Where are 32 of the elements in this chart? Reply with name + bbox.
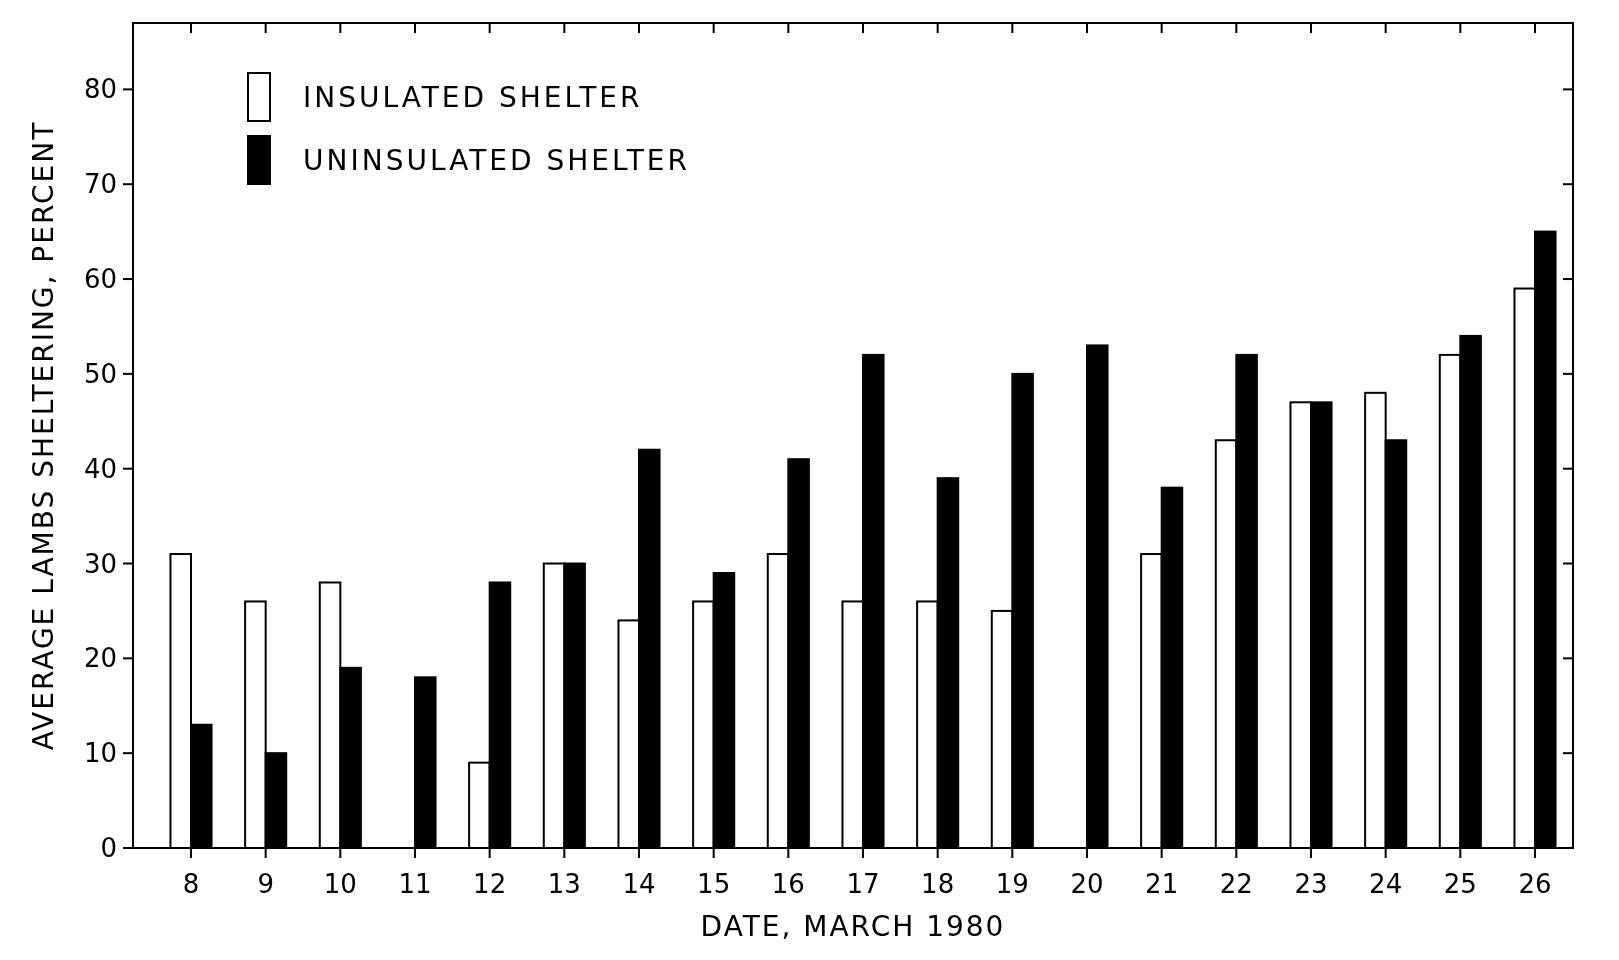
x-tick-label: 25 bbox=[1443, 869, 1477, 899]
legend-label: UNINSULATED SHELTER bbox=[303, 143, 690, 177]
x-tick-label: 17 bbox=[846, 869, 880, 899]
y-tick-label: 0 bbox=[100, 833, 117, 864]
y-tick-label: 20 bbox=[83, 643, 117, 674]
y-tick-label: 70 bbox=[83, 169, 117, 200]
x-tick-label: 9 bbox=[257, 869, 274, 899]
x-tick-label: 8 bbox=[182, 869, 200, 899]
y-tick-label: 40 bbox=[83, 453, 117, 484]
x-tick-label: 20 bbox=[1070, 869, 1104, 899]
x-tick-label: 10 bbox=[323, 869, 357, 899]
x-tick-label: 13 bbox=[547, 869, 581, 899]
y-tick-label: 80 bbox=[83, 74, 117, 105]
x-tick-label: 12 bbox=[473, 869, 507, 899]
x-tick-label: 22 bbox=[1219, 869, 1253, 899]
legend-label: INSULATED SHELTER bbox=[303, 80, 643, 114]
x-tick-label: 14 bbox=[622, 869, 656, 899]
x-axis-title: DATE, MARCH 1980 bbox=[700, 910, 1006, 943]
y-tick-label: 50 bbox=[83, 358, 117, 389]
y-tick-label: 60 bbox=[83, 264, 117, 295]
x-tick-label: 21 bbox=[1145, 869, 1179, 899]
y-tick-label: 30 bbox=[83, 548, 117, 579]
y-axis-title: AVERAGE LAMBS SHELTERING, PERCENT bbox=[27, 120, 60, 751]
x-tick-label: 24 bbox=[1369, 869, 1403, 899]
x-tick-label: 15 bbox=[697, 869, 731, 899]
y-tick-label: 10 bbox=[83, 738, 117, 769]
x-tick-label: 18 bbox=[921, 869, 955, 899]
x-tick-label: 19 bbox=[995, 869, 1029, 899]
x-tick-label: 26 bbox=[1518, 869, 1552, 899]
x-tick-label: 11 bbox=[398, 869, 432, 899]
x-tick-label: 23 bbox=[1294, 869, 1328, 899]
x-tick-label: 16 bbox=[771, 869, 805, 899]
